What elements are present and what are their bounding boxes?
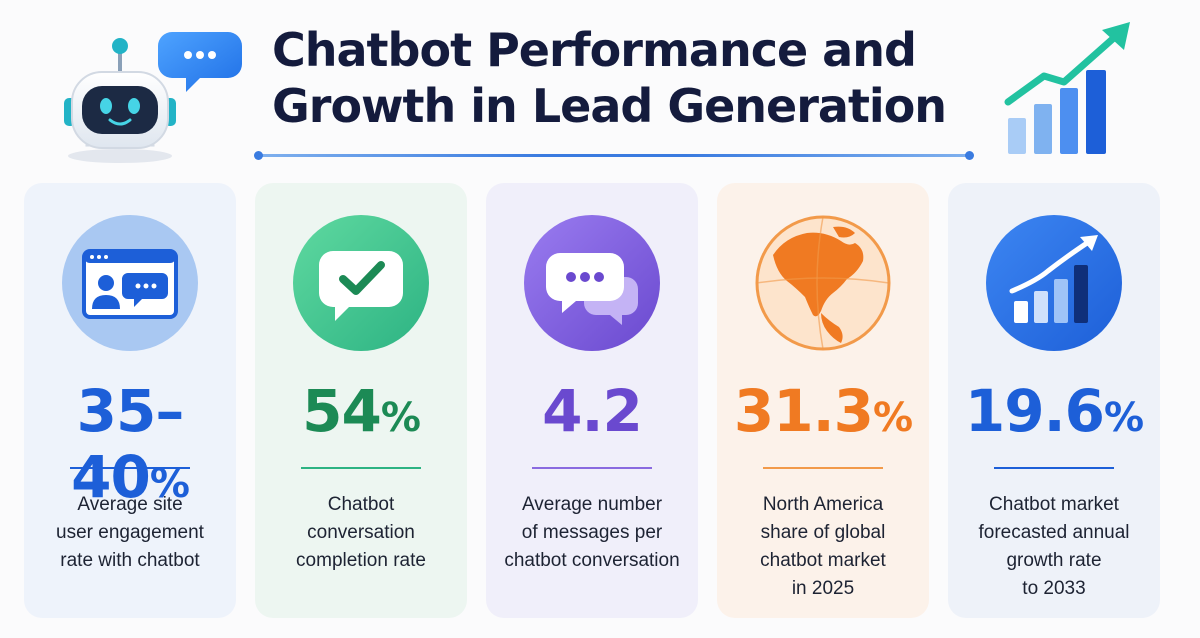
stat-value: 19.6% — [964, 377, 1144, 445]
header: Chatbot Performance and Growth in Lead G… — [0, 0, 1200, 175]
stat-description: Average site user engagement rate with c… — [56, 494, 204, 571]
robot-chatbot-icon — [64, 32, 242, 163]
page-title: Chatbot Performance and Growth in Lead G… — [272, 22, 972, 134]
stat-description: North America share of global chatbot ma… — [760, 494, 886, 599]
stat-description: Average number of messages per chatbot c… — [504, 494, 680, 571]
check-speech-bubble-icon — [293, 215, 429, 351]
stat-card-growth: 19.6% Chatbot market forecasted annual g… — [948, 183, 1160, 618]
card-divider — [763, 467, 883, 469]
card-divider — [532, 467, 652, 469]
stat-description: Chatbot market forecasted annual growth … — [978, 494, 1130, 599]
stat-value: 4.2 — [542, 377, 643, 445]
stat-card-north-america: 31.3% North America share of global chat… — [717, 183, 929, 618]
title-divider — [254, 151, 974, 160]
stat-value: 31.3% — [733, 377, 913, 445]
stat-card-engagement: 35–40% Average site user engagement rate… — [24, 183, 236, 618]
card-divider — [301, 467, 421, 469]
bar-chart-growth-icon — [986, 215, 1122, 351]
card-divider — [994, 467, 1114, 469]
stat-value: 54% — [302, 377, 421, 445]
stat-description: Chatbot conversation completion rate — [296, 494, 426, 571]
stat-cards: 35–40% Average site user engagement rate… — [24, 183, 1176, 618]
stat-card-messages: 4.2 Average number of messages per chatb… — [486, 183, 698, 618]
card-divider — [70, 467, 190, 469]
stat-card-completion: 54% Chatbot conversation completion rate — [255, 183, 467, 618]
title-line-1: Chatbot Performance and — [272, 23, 917, 77]
north-america-globe-icon — [755, 215, 891, 351]
browser-user-chat-icon — [62, 215, 198, 351]
title-line-2: Growth in Lead Generation — [272, 79, 947, 133]
growth-bar-chart-icon — [1004, 22, 1130, 154]
message-bubbles-icon — [524, 215, 660, 351]
